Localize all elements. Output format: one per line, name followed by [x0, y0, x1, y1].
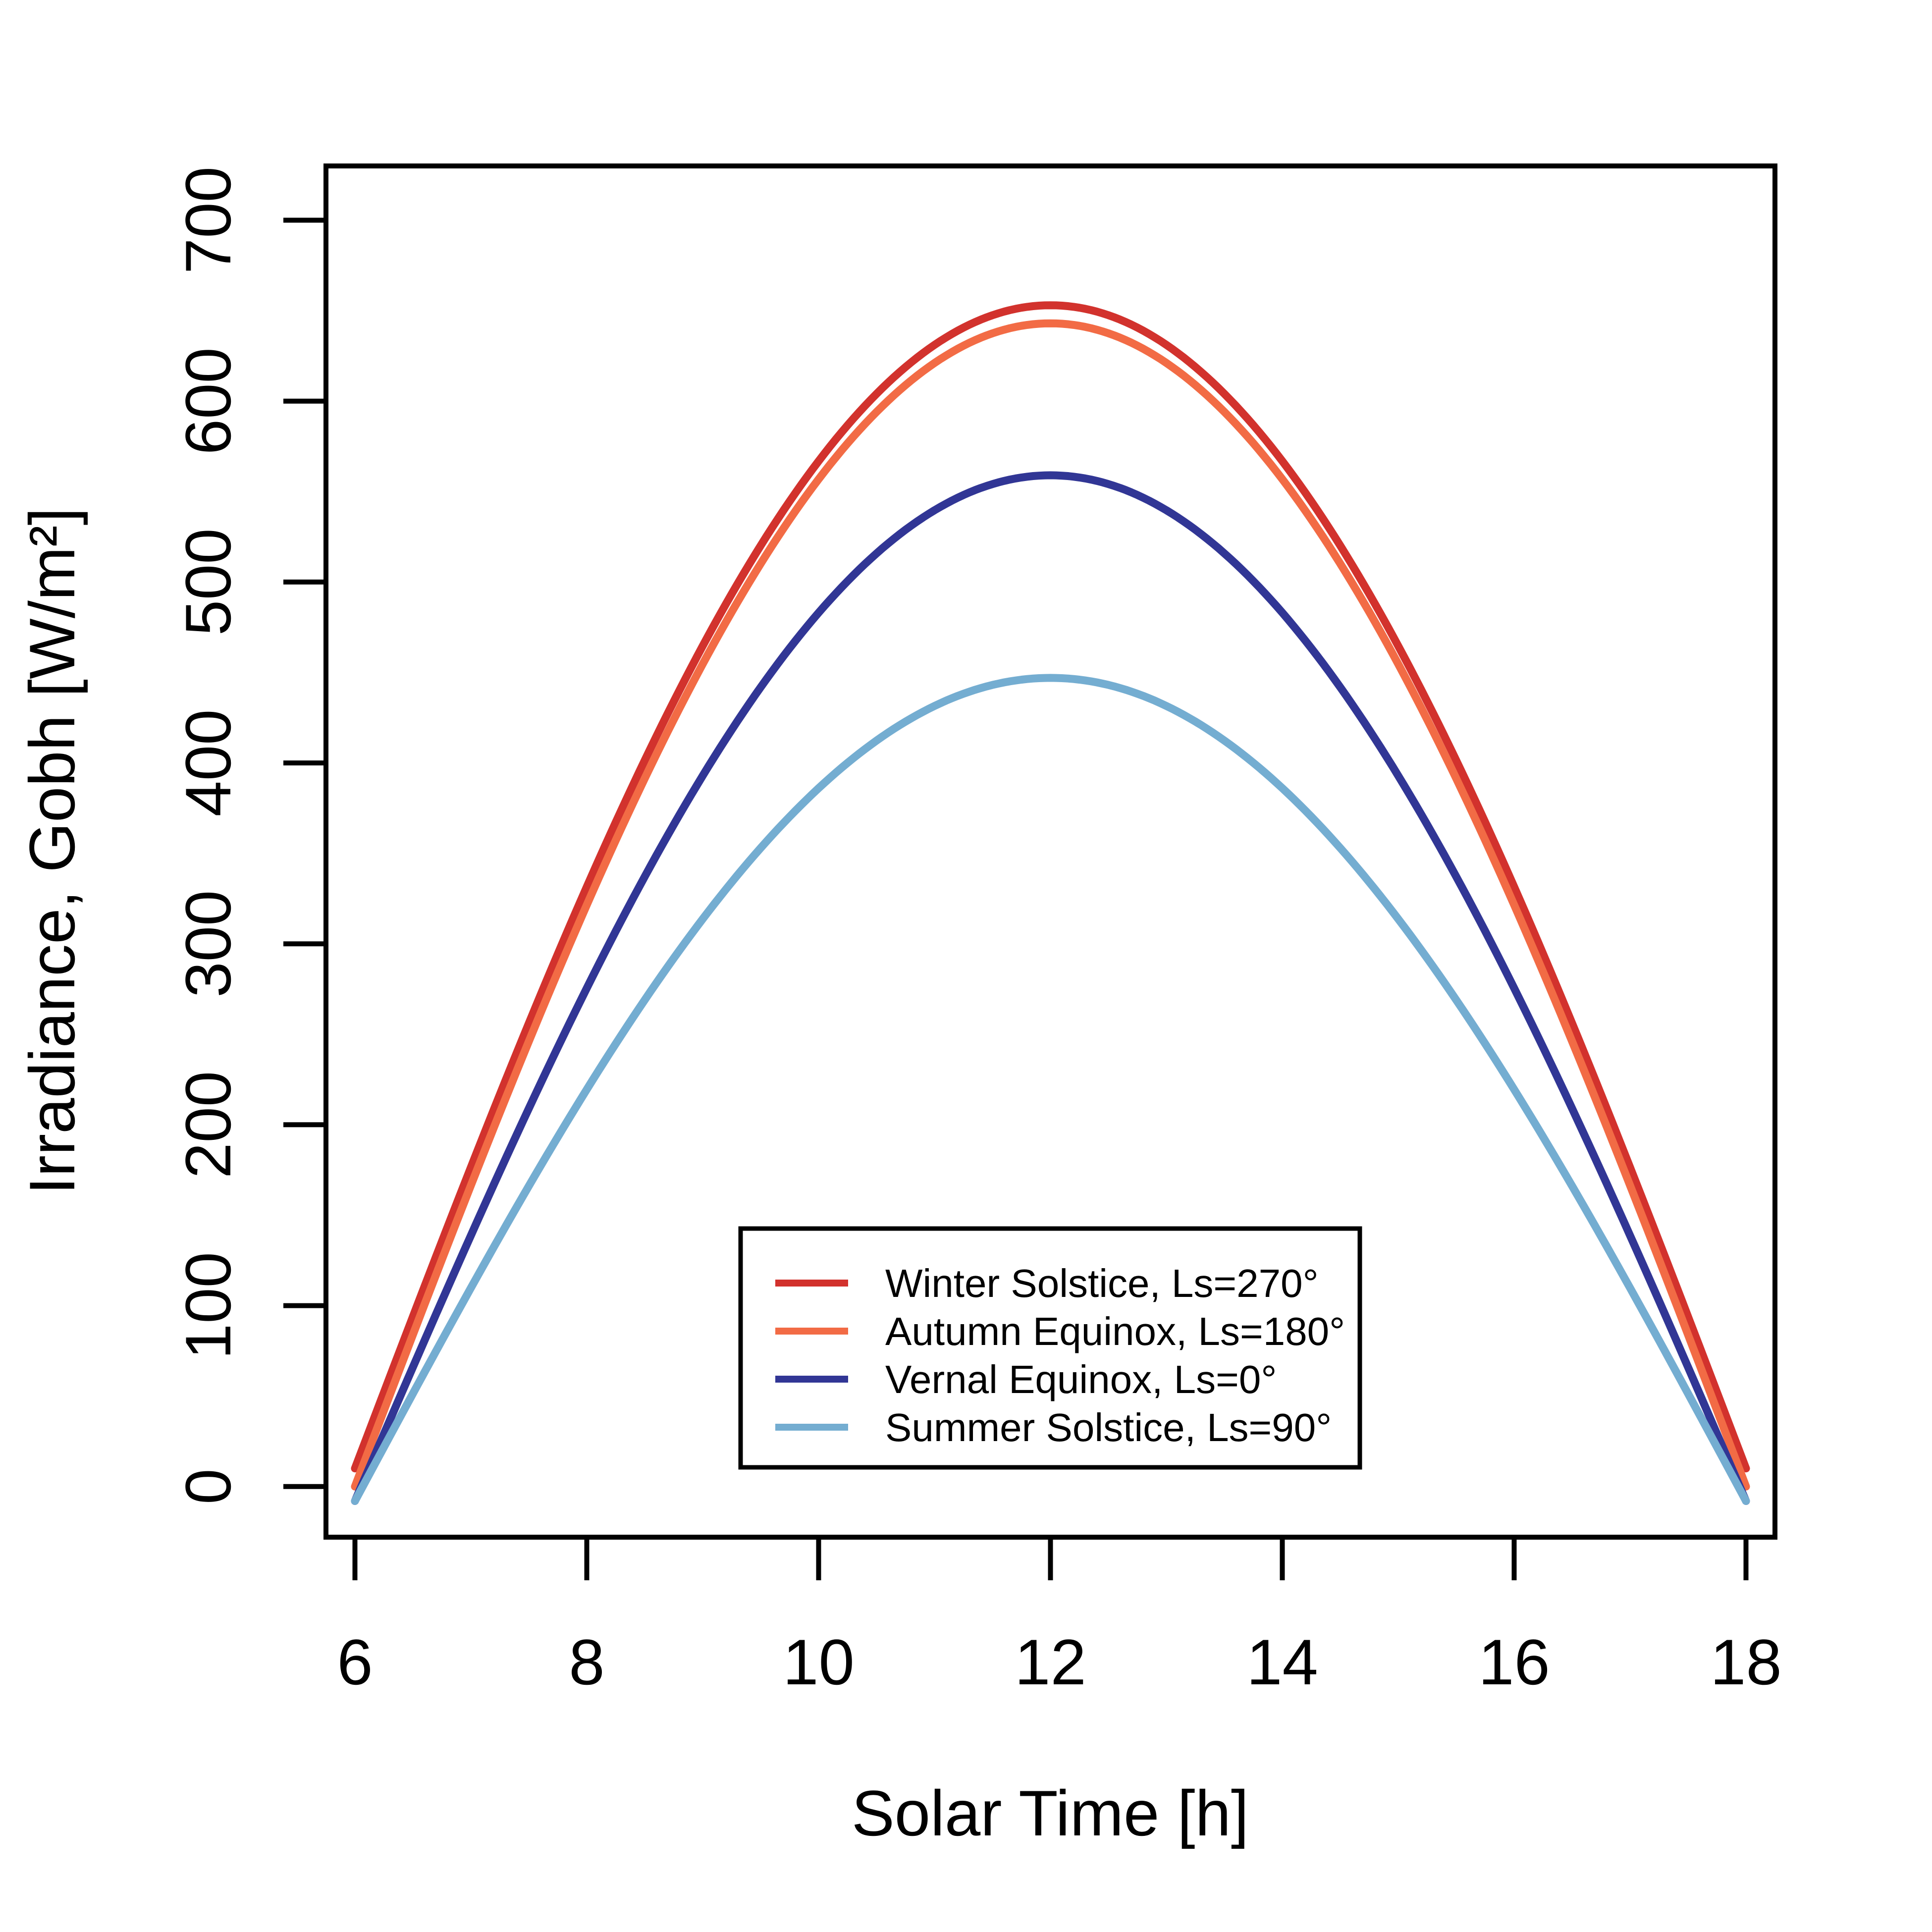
legend-label-2: Autumn Equinox, Ls=180°	[885, 1309, 1345, 1353]
y-tick-label: 700	[172, 166, 244, 274]
x-tick-label: 12	[1015, 1626, 1086, 1698]
y-axis-title: Irradiance, Gobh [W/m²]	[16, 507, 88, 1194]
series-line-2	[351, 319, 1750, 1491]
legend-label-3: Vernal Equinox, Ls=0°	[885, 1357, 1277, 1401]
x-tick-label: 14	[1246, 1626, 1318, 1698]
x-tick-label: 18	[1710, 1626, 1782, 1698]
x-tick-label: 16	[1478, 1626, 1550, 1698]
legend-label-1: Winter Solstice, Ls=270°	[885, 1261, 1319, 1305]
y-tick-label: 300	[172, 890, 244, 998]
y-tick-label: 200	[172, 1071, 244, 1179]
y-tick-label: 400	[172, 709, 244, 817]
y-tick-label: 0	[172, 1469, 244, 1504]
legend: Winter Solstice, Ls=270°Autumn Equinox, …	[738, 1226, 1362, 1470]
y-tick-label: 100	[172, 1252, 244, 1359]
series-line-1	[351, 301, 1750, 1473]
x-tick-label: 10	[783, 1626, 855, 1698]
series-line-3	[351, 471, 1750, 1505]
y-tick-label: 600	[172, 347, 244, 455]
x-tick-label: 8	[569, 1626, 604, 1698]
y-tick-label: 500	[172, 528, 244, 636]
x-axis-title: Solar Time [h]	[852, 1777, 1249, 1849]
series-line-4	[351, 674, 1750, 1505]
legend-label-4: Summer Solstice, Ls=90°	[885, 1405, 1332, 1449]
plot-area	[351, 301, 1750, 1505]
x-axis: 6 8 10 12 14 16 18	[337, 1535, 1782, 1698]
y-axis: 0 100 200 300 400 500 600 700	[172, 166, 328, 1504]
x-tick-label: 6	[337, 1626, 373, 1698]
